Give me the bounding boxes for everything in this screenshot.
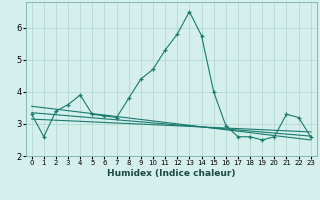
X-axis label: Humidex (Indice chaleur): Humidex (Indice chaleur) [107,169,236,178]
